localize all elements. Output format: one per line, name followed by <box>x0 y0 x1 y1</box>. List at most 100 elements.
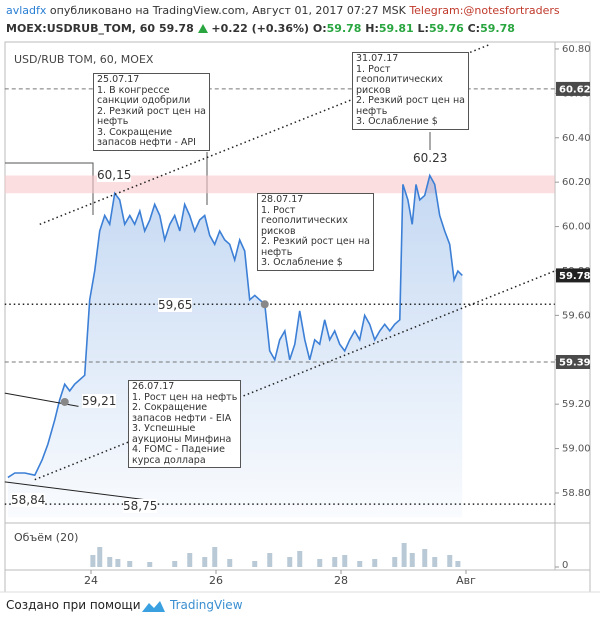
l: 59.76 <box>428 22 464 35</box>
published: опубликовано на TradingView.com, Август … <box>49 4 406 17</box>
annotation-line: 4. FOMC - Падение <box>132 444 225 455</box>
trendline <box>4 481 145 501</box>
y-tick-label: 58.80 <box>562 488 591 499</box>
price-note: 60.23 <box>413 151 448 165</box>
annotation-line: нефть <box>97 116 129 127</box>
annotation-line: геополитических <box>356 74 443 85</box>
symbol: MOEX:USDRUB_TOM, 60 <box>6 22 156 35</box>
y-tick-label: 60.80 <box>562 44 591 55</box>
zone <box>4 175 555 194</box>
annotation-line: геополитических <box>261 215 348 226</box>
annotation-line: 3. Сокращение <box>97 126 173 138</box>
x-tick-label: 28 <box>334 574 348 587</box>
y-tick-label: 59.00 <box>562 444 591 455</box>
annotation-line: 25.07.17 <box>97 74 140 85</box>
annotation-line: 3. Ослабление $ <box>261 257 343 268</box>
annotation: 26.07.17 1. Рост цен на нефть 2. Сокращени… <box>128 380 242 468</box>
volume-bar <box>187 553 193 567</box>
annotation-line: 2. Резкий рост цен на <box>261 236 371 247</box>
annotation-line: 1. Рост <box>356 63 391 75</box>
volume-bar <box>392 557 398 567</box>
volume-title: Объём (20) <box>14 531 78 544</box>
h: 59.81 <box>378 22 414 35</box>
annotation-line: 1. Рост цен на нефть <box>132 391 238 403</box>
annotation-line: 31.07.17 <box>356 53 399 64</box>
volume-bar <box>172 561 178 567</box>
annotation-line: запасов нефти - API <box>97 137 196 148</box>
price-label: 59.78 <box>559 271 591 282</box>
volume-bar <box>212 547 218 567</box>
volume-bar <box>297 551 303 567</box>
trendline <box>34 270 556 481</box>
volume-bar <box>107 557 113 567</box>
y-tick-label: 60.20 <box>562 177 591 188</box>
c-label: C: <box>467 22 481 35</box>
volume-bar <box>447 555 453 567</box>
volume-bar <box>357 561 363 567</box>
y-tick-label: 59.20 <box>562 399 591 410</box>
note-frame <box>5 162 94 215</box>
header-line-2: MOEX:USDRUB_TOM, 60 59.78 +0.22 (+0.36%)… <box>6 22 515 35</box>
annotation-line: аукционы Минфина <box>132 433 232 445</box>
annotation: 28.07.17 1. Рост геополитических рисков 2. Р… <box>257 193 375 271</box>
marker <box>60 397 69 406</box>
annotation-line: рисков <box>261 225 296 237</box>
annotation-line: 3. Ослабление $ <box>356 116 438 127</box>
price-line <box>7 173 463 479</box>
annotation: 25.07.17 1. В конгрессе санкции одобрили 2.… <box>93 73 211 151</box>
volume-bar <box>252 561 258 567</box>
annotation-line: 28.07.17 <box>261 194 304 205</box>
annotation-line: рисков <box>356 84 391 96</box>
brand: TradingView <box>170 598 243 612</box>
price-label-box <box>556 81 590 96</box>
volume-bar <box>317 559 323 567</box>
annotation-line: 2. Резкий рост цен на <box>97 105 207 117</box>
price-note: 60,15 <box>97 168 132 182</box>
volume-bar <box>372 559 378 567</box>
price-note: 59,65 <box>158 298 193 312</box>
volume-bar <box>422 549 428 567</box>
volume-bar <box>202 557 208 567</box>
o: 59.78 <box>326 22 362 35</box>
price-note: 58,84 <box>11 493 46 507</box>
volume-bar <box>127 561 133 567</box>
price-note: 58,75 <box>123 499 158 513</box>
volume-bar <box>332 557 338 567</box>
y-tick-label: 60.00 <box>562 222 591 233</box>
author: avladfx <box>6 4 47 17</box>
price-label-box <box>556 268 590 283</box>
annotation-line: 26.07.17 <box>132 381 175 392</box>
x-tick-label: Авг <box>456 574 476 587</box>
annotation-line: 2. Сокращение <box>132 402 208 413</box>
annotation-line: 3. Успешные <box>132 423 196 434</box>
volume-bar <box>97 547 103 567</box>
volume-bar <box>455 561 461 567</box>
made-with: Создано при помощи <box>6 598 141 612</box>
price-label: 59.39 <box>559 357 591 368</box>
marker <box>260 300 269 309</box>
up-arrow <box>197 24 208 33</box>
annotation-line: 2. Резкий рост цен на <box>356 95 466 106</box>
change: +0.22 (+0.36%) <box>211 22 310 35</box>
annotation-line: 1. В конгрессе <box>97 84 170 96</box>
o-label: O: <box>312 22 327 35</box>
volume-bar <box>90 555 96 567</box>
volume-bar <box>342 555 348 567</box>
annotation-line: нефть <box>261 246 293 258</box>
c: 59.78 <box>480 22 515 35</box>
telegram: Telegram:@notesfortraders <box>409 4 560 17</box>
y-tick-label: 59.60 <box>562 310 591 321</box>
annotation-line: запасов нефти - EIA <box>132 412 232 424</box>
logo <box>142 601 165 612</box>
price-label-box <box>556 354 590 369</box>
volume-bar <box>115 559 121 567</box>
price-note: 59,21 <box>82 394 117 408</box>
annotation-line: нефть <box>356 105 388 117</box>
chart-title: USD/RUB TOM, 60, MOEX <box>14 53 154 66</box>
area <box>7 175 463 518</box>
x-tick-label: 24 <box>84 574 98 587</box>
volume-bar <box>287 557 293 567</box>
l-label: L: <box>417 22 429 35</box>
